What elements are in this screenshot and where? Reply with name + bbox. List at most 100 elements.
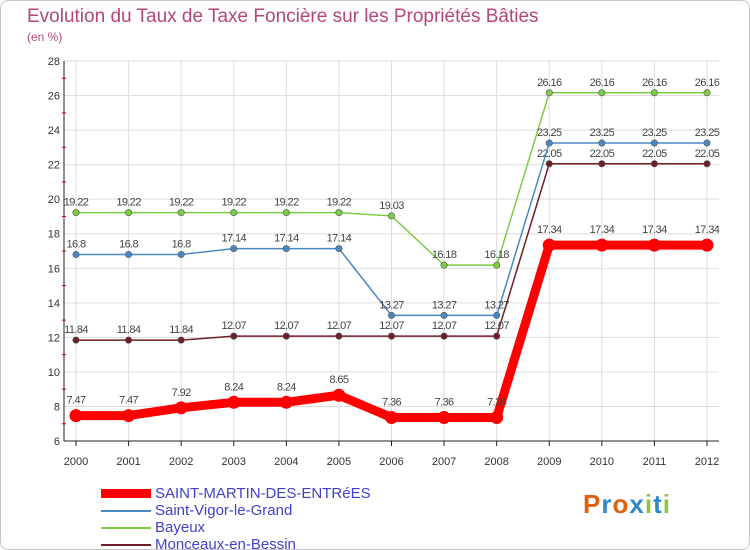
data-point-saint-martin-des-entr-es-2005	[332, 388, 346, 402]
y-tick-label-28: 28	[48, 56, 60, 68]
x-tick-label-2001: 2001	[116, 456, 140, 468]
logo-letter: r	[601, 489, 613, 519]
x-tick-label-2002: 2002	[169, 456, 193, 468]
data-label-bayeux-2006: 19.03	[379, 200, 404, 212]
data-label-saint-vigor-le-grand-2002: 16.8	[172, 238, 191, 250]
data-label-saint-vigor-le-grand-2001: 16.8	[119, 238, 138, 250]
data-point-saint-vigor-le-grand-2005	[335, 245, 343, 253]
data-point-saint-vigor-le-grand-2012	[703, 139, 711, 147]
data-point-bayeux-2009	[545, 89, 553, 97]
logo-letter: o	[612, 489, 630, 519]
data-point-saint-martin-des-entr-es-2012	[700, 238, 714, 252]
y-tick-label-6: 6	[54, 436, 60, 448]
y-tick-label-20: 20	[48, 194, 60, 206]
data-label-bayeux-2011: 26.16	[642, 77, 667, 89]
data-point-saint-martin-des-entr-es-2010	[595, 238, 609, 252]
data-point-saint-vigor-le-grand-2009	[545, 139, 553, 147]
x-tick-label-2006: 2006	[379, 456, 403, 468]
data-label-saint-vigor-le-grand-2006: 13.27	[379, 299, 404, 311]
data-label-bayeux-2009: 26.16	[537, 77, 562, 89]
y-tick-label-24: 24	[48, 125, 60, 137]
data-label-monceaux-en-bessin-2006: 12.07	[379, 320, 404, 332]
data-point-saint-vigor-le-grand-2000	[72, 250, 80, 258]
data-label-monceaux-en-bessin-2001: 11.84	[117, 324, 141, 336]
data-point-saint-vigor-le-grand-2011	[650, 139, 658, 147]
x-tick-label-2005: 2005	[327, 456, 351, 468]
y-tick-label-14: 14	[48, 298, 60, 310]
data-point-monceaux-en-bessin-2005	[335, 332, 343, 340]
data-label-monceaux-en-bessin-2003: 12.07	[221, 320, 246, 332]
data-label-bayeux-2008: 16.18	[484, 249, 509, 261]
unit-label: (en %)	[27, 30, 63, 44]
data-point-bayeux-2004	[282, 209, 290, 217]
data-point-saint-martin-des-entr-es-2007	[437, 411, 451, 425]
data-label-saint-vigor-le-grand-2000: 16.8	[66, 238, 85, 250]
data-point-saint-vigor-le-grand-2010	[598, 139, 606, 147]
data-point-bayeux-2007	[440, 261, 448, 269]
data-point-saint-vigor-le-grand-2002	[177, 250, 185, 258]
data-point-saint-martin-des-entr-es-2000	[69, 409, 83, 423]
chart-title: Evolution du Taux de Taxe Foncière sur l…	[27, 6, 539, 27]
x-tick-label-2011: 2011	[643, 456, 667, 468]
data-label-monceaux-en-bessin-2005: 12.07	[327, 320, 352, 332]
data-label-saint-martin-des-entr-es-2000: 7.47	[66, 395, 85, 407]
x-tick-label-2004: 2004	[274, 456, 298, 468]
data-point-saint-vigor-le-grand-2006	[387, 311, 395, 319]
data-label-bayeux-2012: 26.16	[695, 77, 720, 89]
data-point-monceaux-en-bessin-2007	[440, 332, 448, 340]
data-label-saint-martin-des-entr-es-2012: 17.34	[695, 224, 720, 236]
data-label-saint-vigor-le-grand-2010: 23.25	[590, 127, 615, 139]
data-label-saint-martin-des-entr-es-2009: 17.34	[537, 224, 562, 236]
data-label-monceaux-en-bessin-2004: 12.07	[274, 320, 299, 332]
data-point-saint-martin-des-entr-es-2003	[227, 395, 241, 409]
data-label-saint-vigor-le-grand-2005: 17.14	[327, 233, 352, 245]
data-label-saint-martin-des-entr-es-2004: 8.24	[277, 381, 296, 393]
y-tick-label-12: 12	[48, 332, 60, 344]
data-label-saint-vigor-le-grand-2008: 13.27	[484, 299, 509, 311]
data-label-saint-vigor-le-grand-2004: 17.14	[274, 233, 299, 245]
y-tick-label-18: 18	[48, 229, 60, 241]
logo-letter: t	[653, 489, 663, 519]
legend-label: Monceaux-en-Bessin	[155, 536, 296, 550]
data-point-monceaux-en-bessin-2002	[177, 336, 185, 344]
data-point-bayeux-2001	[125, 209, 133, 217]
data-label-bayeux-2000: 19.22	[64, 197, 89, 209]
data-label-saint-martin-des-entr-es-2005: 8.65	[329, 374, 348, 386]
data-label-monceaux-en-bessin-2000: 11.84	[64, 324, 88, 336]
x-tick-label-2009: 2009	[537, 456, 561, 468]
data-label-saint-martin-des-entr-es-2007: 7.36	[435, 397, 454, 409]
data-point-saint-vigor-le-grand-2001	[125, 250, 133, 258]
data-point-saint-martin-des-entr-es-2002	[174, 401, 188, 415]
data-label-bayeux-2001: 19.22	[116, 197, 141, 209]
data-label-monceaux-en-bessin-2002: 11.84	[169, 324, 193, 336]
data-label-saint-vigor-le-grand-2003: 17.14	[221, 233, 246, 245]
data-label-saint-martin-des-entr-es-2001: 7.47	[119, 395, 138, 407]
data-point-bayeux-2000	[72, 209, 80, 217]
data-point-saint-vigor-le-grand-2003	[230, 245, 238, 253]
data-label-bayeux-2005: 19.22	[327, 197, 352, 209]
data-point-monceaux-en-bessin-2003	[230, 332, 238, 340]
x-tick-label-2008: 2008	[484, 456, 508, 468]
data-label-monceaux-en-bessin-2008: 12.07	[484, 320, 509, 332]
data-label-saint-martin-des-entr-es-2008: 7.36	[487, 397, 506, 409]
data-label-bayeux-2007: 16.18	[432, 249, 457, 261]
data-point-saint-martin-des-entr-es-2006	[385, 411, 398, 425]
data-point-monceaux-en-bessin-2010	[598, 160, 606, 168]
data-label-saint-vigor-le-grand-2011: 23.25	[642, 127, 667, 139]
data-label-saint-martin-des-entr-es-2002: 7.92	[172, 387, 191, 399]
data-point-saint-martin-des-entr-es-2001	[122, 409, 136, 423]
data-point-saint-martin-des-entr-es-2011	[647, 238, 661, 252]
data-point-monceaux-en-bessin-2008	[493, 332, 501, 340]
x-tick-label-2012: 2012	[695, 456, 719, 468]
y-tick-label-10: 10	[48, 367, 60, 379]
data-label-monceaux-en-bessin-2007: 12.07	[432, 320, 457, 332]
data-point-bayeux-2011	[650, 89, 658, 97]
data-label-saint-martin-des-entr-es-2003: 8.24	[224, 381, 243, 393]
x-tick-label-2000: 2000	[64, 456, 88, 468]
data-label-bayeux-2003: 19.22	[221, 197, 246, 209]
legend-swatch	[101, 510, 151, 512]
data-point-monceaux-en-bessin-2011	[650, 160, 658, 168]
logo-letter: i	[662, 489, 671, 519]
